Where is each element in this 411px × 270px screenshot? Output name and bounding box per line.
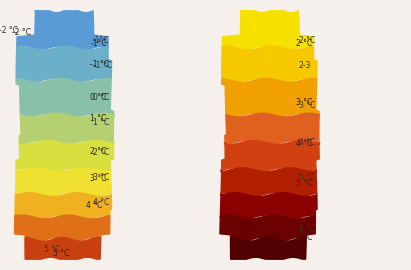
Polygon shape [222,78,320,117]
Polygon shape [221,168,317,197]
Polygon shape [220,193,317,219]
Text: 0 °C: 0 °C [93,93,109,102]
Polygon shape [221,140,320,172]
Text: -1°C: -1°C [90,39,107,48]
Text: 0 °C: 0 °C [90,93,107,102]
Text: 6 °C: 6 °C [296,233,312,242]
Text: 4 °C: 4 °C [298,138,315,147]
Text: 6 °C: 6 °C [298,225,315,234]
Text: 5 °C: 5 °C [298,173,315,182]
Text: -1 °C: -1 °C [90,60,109,69]
Text: 2 °C: 2 °C [296,39,312,48]
Polygon shape [16,78,114,117]
Text: 5 °C: 5 °C [53,249,70,258]
Text: -2 °C: -2 °C [12,28,31,37]
Text: 3 °C: 3 °C [296,98,312,107]
Polygon shape [222,46,317,82]
Polygon shape [15,168,111,197]
Text: 3 °C: 3 °C [90,174,107,183]
Polygon shape [19,113,114,144]
Text: 1 °C: 1 °C [93,118,109,127]
Polygon shape [231,237,306,259]
Text: 2-3: 2-3 [298,61,311,70]
Text: 1 °C: 1 °C [90,114,107,123]
Text: -1 °C: -1 °C [93,61,112,70]
Polygon shape [14,215,110,241]
Polygon shape [17,11,108,50]
Text: 3 °C: 3 °C [93,173,109,182]
Polygon shape [25,237,101,259]
Text: -2 °C: -2 °C [0,26,18,35]
Text: 5 °C: 5 °C [44,245,60,254]
Text: 2 °C: 2 °C [93,148,109,157]
Text: 2 °C: 2 °C [90,147,107,156]
Polygon shape [15,140,114,172]
Text: 4 °C: 4 °C [86,201,103,210]
Text: -1°C: -1°C [93,36,110,45]
Text: 2 °C: 2 °C [298,36,315,45]
Polygon shape [222,11,314,50]
Text: 4 °C: 4 °C [93,198,109,207]
Polygon shape [16,46,111,82]
Polygon shape [220,215,315,241]
Text: 4 °C: 4 °C [296,139,312,148]
Polygon shape [224,113,320,144]
Text: 3 °C: 3 °C [298,101,315,110]
Text: 5 °C: 5 °C [296,179,312,188]
Polygon shape [15,193,111,219]
